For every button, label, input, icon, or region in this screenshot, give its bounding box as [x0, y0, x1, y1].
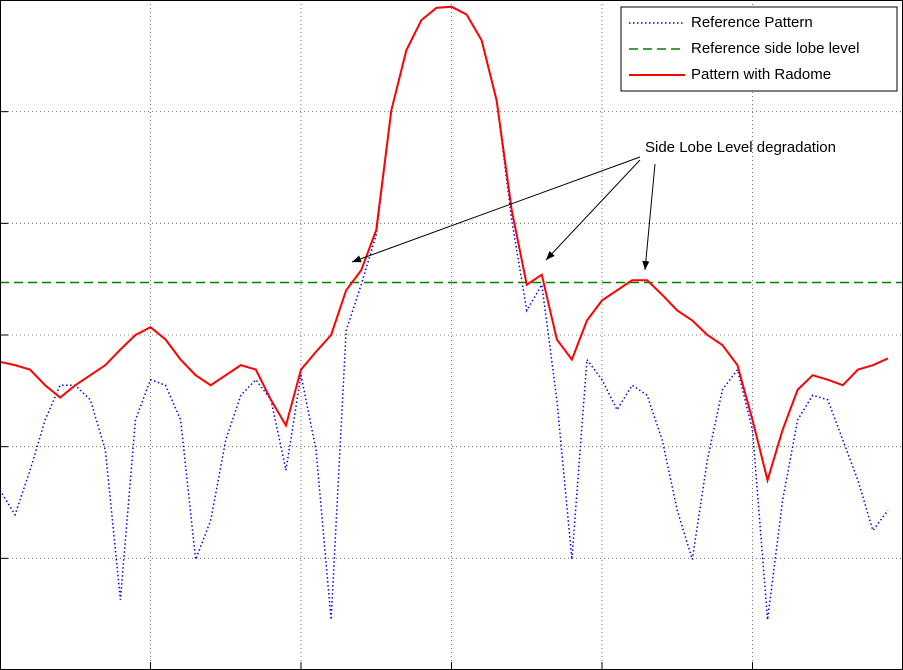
series-line [0, 5, 889, 620]
legend-label: Pattern with Radome [691, 66, 831, 83]
legend-label: Reference side lobe level [691, 40, 859, 57]
arrow [351, 156, 641, 263]
legend: Reference Pattern Reference side lobe lev… [620, 6, 898, 92]
legend-label: Reference Pattern [691, 14, 813, 31]
annotation: Side Lobe Level degradation [645, 139, 836, 156]
legend-box [620, 6, 898, 92]
annotation-arrows [351, 156, 656, 271]
series-line [0, 5, 889, 484]
arrow [642, 163, 656, 271]
arrow [545, 159, 641, 261]
plot-lines [0, 5, 903, 620]
